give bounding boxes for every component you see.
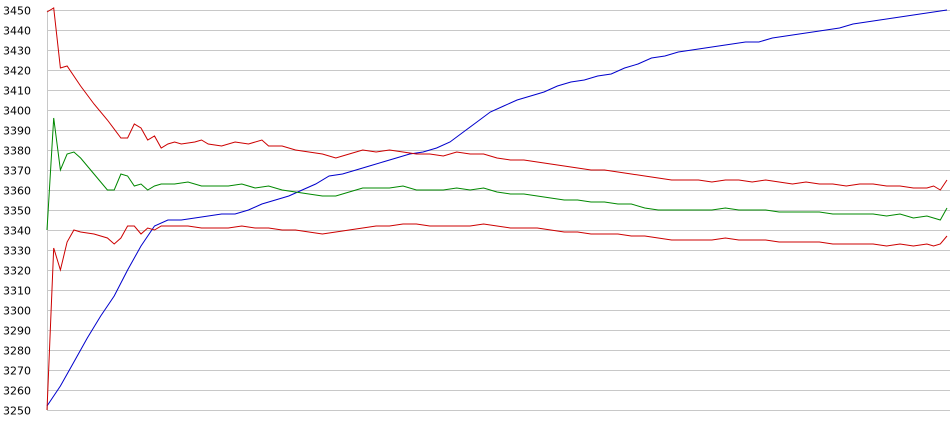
y-axis: 3450 3440 3430 3420 3410 3400 3390 3380 3370 3360… — [3, 5, 48, 418]
y-tick-label: 3430 — [3, 45, 31, 58]
y-tick-label: 3300 — [3, 305, 31, 318]
y-tick-label: 3260 — [3, 385, 31, 398]
y-tick-label: 3270 — [3, 365, 31, 378]
y-tick-label: 3290 — [3, 325, 31, 338]
y-tick-label: 3420 — [3, 65, 31, 78]
y-tick-label: 3330 — [3, 245, 31, 258]
y-tick-label: 3280 — [3, 345, 31, 358]
y-tick-label: 3360 — [3, 185, 31, 198]
y-tick-label: 3410 — [3, 85, 31, 98]
y-tick-label: 3440 — [3, 25, 31, 38]
series-line-4 — [46, 223, 948, 411]
y-tick-label: 3450 — [3, 5, 31, 18]
y-tick-label: 3380 — [3, 145, 31, 158]
y-tick-label: 3320 — [3, 265, 31, 278]
y-tick-label: 3250 — [3, 405, 31, 418]
y-tick-label: 3370 — [3, 165, 31, 178]
y-tick-label: 3400 — [3, 105, 31, 118]
series-line-3 — [46, 117, 948, 231]
series-line-1 — [46, 9, 948, 407]
y-tick-label: 3340 — [3, 225, 31, 238]
series-group — [46, 7, 948, 411]
series-line-2 — [46, 7, 948, 191]
y-tick-label: 3310 — [3, 285, 31, 298]
y-tick-label: 3350 — [3, 205, 31, 218]
gridlines — [47, 10, 950, 411]
y-tick-label: 3390 — [3, 125, 31, 138]
